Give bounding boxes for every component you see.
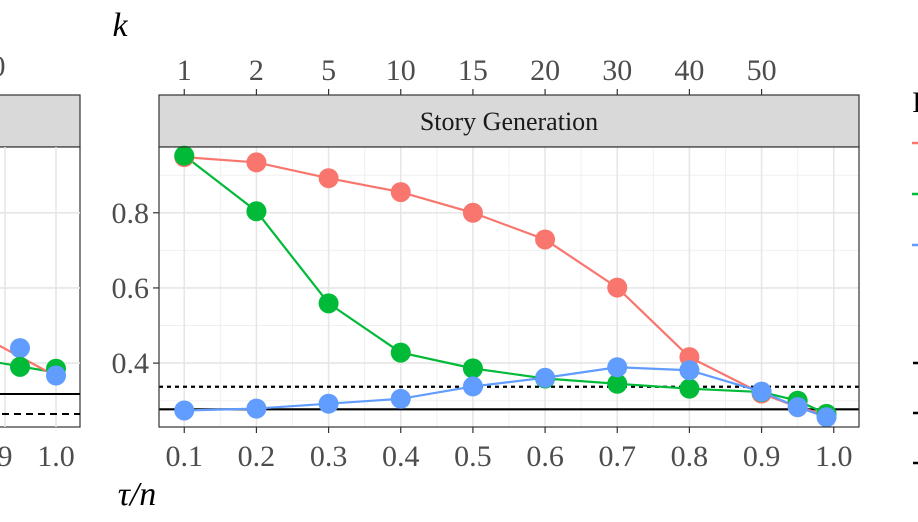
- k-axis-ticks: 1 2 5 10 15 20 30 40 50: [177, 54, 777, 95]
- series-3-point: [462, 376, 483, 397]
- x-tick-label: 0.8: [671, 440, 709, 473]
- k-tick-label: 5: [321, 54, 336, 87]
- x-tick-label: 0.7: [598, 440, 636, 473]
- series-3-point: [390, 388, 411, 409]
- series-3-point: [679, 360, 700, 381]
- series-3-point: [535, 367, 556, 388]
- x-tick-label: 0.4: [382, 440, 420, 473]
- series-1-point: [246, 152, 267, 173]
- left-panel-strip: [0, 94, 81, 148]
- k-tick-label: 30: [602, 54, 632, 87]
- y-axis-ticks: 0.4 0.6 0.8: [112, 197, 159, 380]
- left-panel-partial: 0 9 1.0: [0, 50, 81, 473]
- series-2-point: [318, 293, 339, 314]
- x-tick-label: 0.6: [526, 440, 564, 473]
- series-1-point: [607, 277, 628, 298]
- reference-lines: [159, 385, 859, 411]
- series-1-point: [390, 182, 411, 203]
- k-tick-label: 1: [177, 54, 192, 87]
- left-panel-point: [46, 365, 66, 386]
- series-2-point: [607, 373, 628, 394]
- k-tick-label: 20: [530, 54, 560, 87]
- left-panel-marks: [0, 338, 66, 386]
- series-3-point: [174, 400, 195, 421]
- story-generation-panel: Story Generation 0.1 0.2 0.3 0.4 0.5 0.6 0.7 0.…: [112, 7, 860, 513]
- panel-strip: [158, 94, 860, 148]
- series-1-point: [462, 202, 483, 223]
- k-tick-label: 40: [674, 54, 704, 87]
- left-panel-x-tick-label: 1.0: [37, 440, 75, 473]
- left-panel-plot-area: [0, 146, 81, 428]
- series-1-point: [318, 168, 339, 189]
- left-panel-top-tick-label: 0: [0, 50, 6, 83]
- series-3-point: [751, 381, 772, 402]
- panel-title: Story Generation: [420, 107, 598, 136]
- legend-partial: I: [912, 86, 918, 465]
- k-tick-label: 50: [747, 54, 777, 87]
- series-2-point: [246, 201, 267, 222]
- x-tick-label: 0.1: [166, 440, 204, 473]
- x-tick-label: 0.3: [310, 440, 348, 473]
- x-tick-label: 0.5: [454, 440, 492, 473]
- left-panel-point: [10, 356, 30, 377]
- series-3-point: [816, 407, 837, 428]
- series-3-point: [607, 357, 628, 378]
- series-2-point: [174, 145, 195, 166]
- series-2-point: [390, 342, 411, 363]
- left-panel-point: [10, 338, 30, 359]
- k-tick-label: 10: [386, 54, 416, 87]
- x-tick-label: 1.0: [815, 440, 853, 473]
- series-1-point: [535, 229, 556, 250]
- bottom-axis-label: τ/n: [118, 476, 157, 513]
- legend-keys: [912, 141, 918, 465]
- x-tick-label: 0.2: [238, 440, 276, 473]
- series-3-point: [246, 398, 267, 419]
- k-tick-label: 2: [249, 54, 264, 87]
- top-axis-label: k: [112, 7, 128, 44]
- series-3-point: [787, 397, 808, 418]
- k-tick-label: 15: [458, 54, 488, 87]
- y-tick-label: 0.4: [112, 347, 150, 380]
- x-axis-ticks: 0.1 0.2 0.3 0.4 0.5 0.6 0.7 0.8 0.9 1.0: [166, 427, 853, 473]
- x-tick-label: 0.9: [743, 440, 781, 473]
- series-2-point: [679, 378, 700, 399]
- plot-border: [158, 146, 860, 428]
- series-2-point: [462, 358, 483, 379]
- y-tick-label: 0.8: [112, 197, 150, 230]
- series-3-point: [318, 393, 339, 414]
- y-tick-label: 0.6: [112, 272, 150, 305]
- left-panel-x-tick-label: 9: [0, 440, 13, 473]
- series-group: [174, 145, 837, 428]
- legend-title-fragment: I: [912, 86, 918, 119]
